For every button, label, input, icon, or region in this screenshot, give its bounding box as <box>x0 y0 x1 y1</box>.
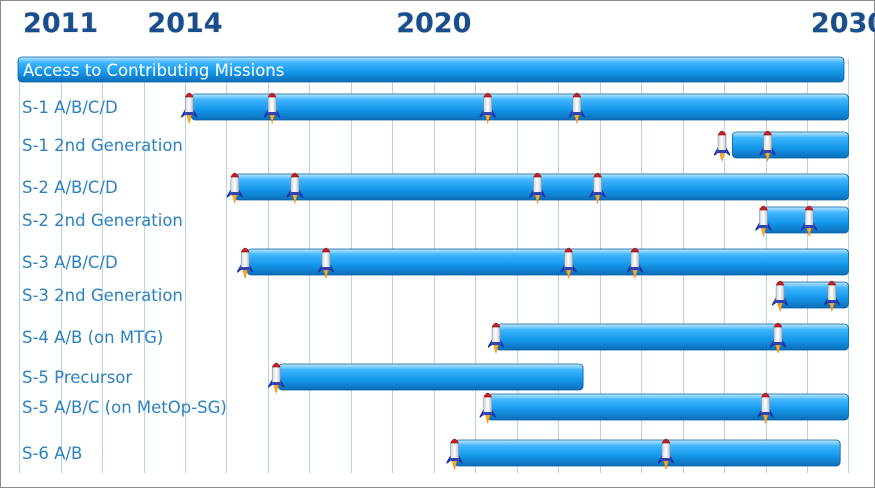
mission-label: S-3 A/B/C/D <box>22 253 118 272</box>
launch-rocket <box>446 438 463 471</box>
launch-rocket <box>714 130 731 163</box>
mission-bar <box>277 363 584 391</box>
launch-rocket <box>823 280 840 313</box>
year-tick-label: 2020 <box>396 8 471 39</box>
year-tick-label: 2014 <box>147 8 222 39</box>
launch-rocket <box>286 172 303 205</box>
year-tick-label: 2011 <box>23 8 98 39</box>
mission-label: S-5 Precursor <box>22 368 132 387</box>
mission-label: S-5 A/B/C (on MetOp-SG) <box>22 398 227 417</box>
launch-rocket <box>772 280 789 313</box>
mission-label: S-2 A/B/C/D <box>22 178 118 197</box>
mission-label: S-1 A/B/C/D <box>22 98 118 117</box>
launch-rocket <box>479 392 496 425</box>
launch-rocket <box>318 247 335 280</box>
launch-rocket <box>488 322 505 355</box>
year-tick-label: 2030 <box>811 8 875 39</box>
mission-bar <box>495 323 849 351</box>
mission-bar <box>487 393 849 421</box>
header-label: Access to Contributing Missions <box>23 61 284 80</box>
launch-rocket <box>226 172 243 205</box>
launch-rocket <box>529 172 546 205</box>
launch-rocket <box>268 362 285 395</box>
launch-rocket <box>560 247 577 280</box>
mission-bar <box>454 439 841 467</box>
launch-rocket <box>801 205 818 238</box>
launch-rocket <box>237 247 254 280</box>
header-bar <box>17 56 845 83</box>
launch-rocket <box>757 392 774 425</box>
launch-rocket <box>759 130 776 163</box>
launch-rocket <box>568 92 585 125</box>
mission-label: S-6 A/B <box>22 444 82 463</box>
launch-rocket <box>755 205 772 238</box>
launch-rocket <box>769 322 786 355</box>
launch-rocket <box>479 92 496 125</box>
mission-bar <box>246 248 849 276</box>
launch-rocket <box>626 247 643 280</box>
launch-rocket <box>181 92 198 125</box>
launch-rocket <box>658 438 675 471</box>
mission-label: S-4 A/B (on MTG) <box>22 328 163 347</box>
launch-rocket <box>589 172 606 205</box>
mission-bar <box>731 131 849 159</box>
mission-label: S-1 2nd Generation <box>22 136 183 155</box>
mission-label: S-3 2nd Generation <box>22 286 183 305</box>
mission-bar <box>190 93 849 121</box>
mission-label: S-2 2nd Generation <box>22 211 183 230</box>
launch-rocket <box>264 92 281 125</box>
